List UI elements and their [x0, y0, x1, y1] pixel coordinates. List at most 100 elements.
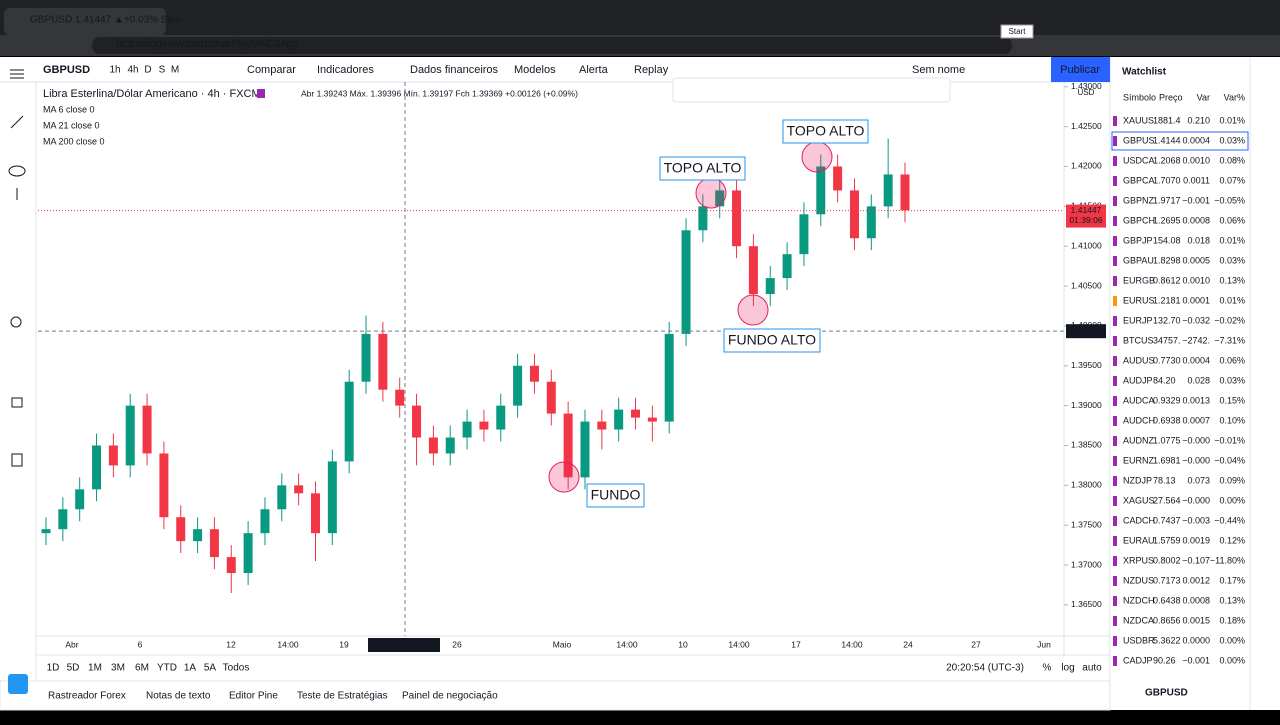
tab-title[interactable]: GBPUSD 1.41447 ▲+0.03% Sem [30, 15, 181, 26]
legend-flag [257, 89, 265, 98]
row-flag [1113, 116, 1117, 126]
range-button[interactable]: 1D [47, 663, 60, 674]
row-change: 0.0013 [1182, 395, 1210, 405]
row-flag [1113, 536, 1117, 546]
row-change-pct: 0.17% [1219, 575, 1245, 585]
row-symbol[interactable]: AUDCH [1123, 415, 1155, 425]
row-flag [1113, 196, 1117, 206]
scale-option[interactable]: auto [1082, 663, 1102, 674]
interval[interactable]: M [171, 65, 179, 76]
row-symbol[interactable]: EURAU [1123, 535, 1155, 545]
scale-option[interactable]: log [1061, 663, 1074, 674]
crosshair-time-tag [368, 638, 440, 652]
row-symbol[interactable]: GBPCA [1123, 175, 1155, 185]
toolbar-button[interactable]: Dados financeiros [410, 64, 499, 76]
toolbar-button[interactable]: Replay [634, 64, 669, 76]
row-symbol[interactable]: AUDUS [1123, 355, 1155, 365]
row-symbol[interactable]: AUDJP [1123, 375, 1153, 385]
browser-tab[interactable] [4, 8, 166, 35]
interval[interactable]: 1h [109, 65, 120, 76]
row-flag [1113, 476, 1117, 486]
row-price: 5.3622 [1153, 635, 1181, 645]
layout-name[interactable]: Sem nome [912, 64, 965, 76]
bottom-tab[interactable]: Notas de texto [146, 691, 211, 702]
bottom-tab[interactable]: Rastreador Forex [48, 691, 126, 702]
price-tick-label: 1.37500 [1071, 519, 1102, 529]
row-symbol[interactable]: BTCUS [1123, 335, 1154, 345]
row-symbol[interactable]: XAUUS [1123, 115, 1154, 125]
row-symbol[interactable]: XAGUS [1123, 495, 1155, 505]
publish-button[interactable] [1051, 57, 1110, 82]
row-flag [1113, 656, 1117, 666]
row-symbol[interactable]: GBPJP [1123, 235, 1153, 245]
range-button[interactable]: 3M [111, 663, 125, 674]
row-change: 0.0008 [1182, 215, 1210, 225]
interval[interactable]: S [159, 65, 166, 76]
row-symbol[interactable]: NZDJP [1123, 475, 1152, 485]
range-button[interactable]: Todos [223, 663, 250, 674]
url-field[interactable] [92, 37, 1012, 54]
range-button[interactable]: 5A [204, 663, 217, 674]
price-tick-label: 1.38000 [1071, 480, 1102, 490]
row-change: 0.0004 [1182, 135, 1210, 145]
bottom-tab[interactable]: Editor Pine [229, 691, 278, 702]
candle-body [614, 409, 624, 430]
time-label: 27 [971, 639, 981, 649]
annotation-box [586, 483, 645, 508]
row-symbol[interactable]: CADJP [1123, 655, 1153, 665]
candle-body [58, 509, 68, 530]
row-symbol[interactable]: EURGB [1123, 275, 1155, 285]
row-symbol[interactable]: USDBR [1123, 635, 1155, 645]
candle-body [310, 493, 320, 534]
interval[interactable]: D [144, 65, 151, 76]
row-symbol[interactable]: NZDCA [1123, 615, 1154, 625]
row-symbol[interactable]: GBPAU [1123, 255, 1154, 265]
candle-body [833, 166, 843, 191]
row-change: −0.000 [1182, 435, 1210, 445]
range-button[interactable]: 6M [135, 663, 149, 674]
publish-label[interactable]: Publicar [1060, 64, 1100, 76]
row-symbol[interactable]: EURUS [1123, 295, 1155, 305]
watchlist-title[interactable]: Watchlist [1122, 67, 1167, 78]
row-symbol[interactable]: EURJP [1123, 315, 1153, 325]
range-button[interactable]: YTD [157, 663, 177, 674]
symbol[interactable]: GBPUSD [43, 64, 90, 76]
toolbar-button[interactable]: Comparar [247, 64, 296, 76]
interval[interactable]: 4h [127, 65, 138, 76]
bottom-tab[interactable]: Painel de negociação [402, 691, 498, 702]
toolbar-button[interactable]: Indicadores [317, 64, 374, 76]
row-price: 78.13 [1153, 475, 1176, 485]
candle-body [715, 190, 725, 207]
candle-body [243, 533, 253, 574]
toolbar-button[interactable]: Modelos [514, 64, 556, 76]
row-symbol[interactable]: NZDUS [1123, 575, 1154, 585]
row-price: 34757. [1153, 335, 1181, 345]
candle-body [75, 489, 85, 510]
row-change-pct: −0.05% [1214, 195, 1245, 205]
row-symbol[interactable]: GBPNZ [1123, 195, 1155, 205]
scale-option[interactable]: % [1043, 663, 1052, 674]
row-symbol[interactable]: EURNZ [1123, 455, 1155, 465]
row-symbol[interactable]: GBPCH [1123, 215, 1155, 225]
row-symbol[interactable]: USDCA [1123, 155, 1155, 165]
candle-body [816, 166, 826, 215]
toolbar-button[interactable]: Alerta [579, 64, 609, 76]
row-change-pct: 0.12% [1219, 535, 1245, 545]
row-symbol[interactable]: AUDNZ [1123, 435, 1155, 445]
row-flag [1113, 556, 1117, 566]
row-symbol[interactable]: GBPUS [1123, 135, 1155, 145]
row-flag [1113, 176, 1117, 186]
row-price: 1.7070 [1153, 175, 1181, 185]
range-button[interactable]: 1M [88, 663, 102, 674]
row-price: 0.6938 [1153, 415, 1181, 425]
candle-body [647, 417, 657, 422]
range-button[interactable]: 5D [67, 663, 80, 674]
row-flag [1113, 156, 1117, 166]
logo[interactable] [8, 674, 28, 694]
range-button[interactable]: 1A [184, 663, 197, 674]
row-symbol[interactable]: NZDCH [1123, 595, 1155, 605]
row-symbol[interactable]: AUDCA [1123, 395, 1155, 405]
row-symbol[interactable]: CADCH [1123, 515, 1155, 525]
bottom-tab[interactable]: Teste de Estratégias [297, 691, 388, 702]
row-symbol[interactable]: XRPUS [1123, 555, 1154, 565]
